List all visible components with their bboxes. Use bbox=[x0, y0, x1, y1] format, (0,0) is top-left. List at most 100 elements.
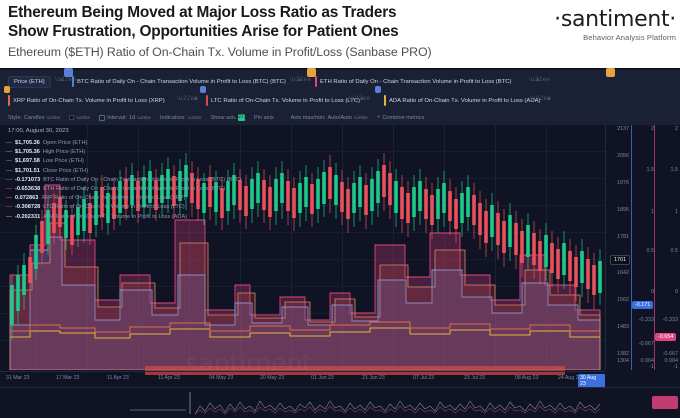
gridline-v bbox=[240, 125, 241, 370]
color-square-icon bbox=[69, 115, 75, 120]
price-plot-area[interactable]: santiment 17:00, August 30, 2023 — $1,70… bbox=[0, 125, 605, 370]
header-text-block: Ethereum Being Moved at Major Loss Ratio… bbox=[8, 4, 468, 60]
axis-tick: 1.5 bbox=[646, 167, 655, 173]
cursor-pointer-badge-6 bbox=[375, 86, 381, 93]
chip-drag-handle-6[interactable]: \u22ee bbox=[530, 96, 552, 102]
metric-chip-row-2: XRP Ratio of On-Chain Tx. Volume in Prof… bbox=[2, 86, 678, 110]
metric-chip-eth-ratio[interactable]: ETH Ratio of Daily On - Chain Transactio… bbox=[315, 72, 512, 91]
axis-divider-3 bbox=[654, 125, 655, 370]
calendar-icon bbox=[99, 114, 106, 121]
candlestick-group bbox=[10, 153, 602, 340]
metric-chip-ada-ratio[interactable]: ADA Ratio of On-Chain Tx. Volume in Prof… bbox=[384, 91, 540, 110]
eth-ratio-axis[interactable]: 2 1.5 1 0.5 0 -0.333 -0.654 -0.667 0.004… bbox=[655, 125, 680, 370]
page-title-line2: Show Frustration, Opportunities Arise fo… bbox=[8, 22, 399, 40]
axis-tick: 2 bbox=[675, 126, 678, 132]
current-price-badge: 1701 bbox=[610, 255, 630, 265]
price-axis[interactable]: 2137 2056 1976 1895 1781 1701 1642 1562 … bbox=[605, 125, 631, 370]
axis-tick: -0.667 bbox=[638, 341, 654, 347]
gridline-v bbox=[342, 125, 343, 370]
gridline-h bbox=[0, 313, 605, 314]
brand-block: ·santiment· Behavior Analysis Platform bbox=[466, 8, 676, 43]
metric-chip-ltc-ratio[interactable]: LTC Ratio of On-Chain Tx. Volume in Prof… bbox=[206, 91, 360, 110]
volume-pane[interactable] bbox=[0, 387, 680, 418]
color-swatch-picker[interactable]: \u25be bbox=[69, 115, 90, 120]
gridline-h bbox=[0, 205, 605, 206]
metric-chip-label: ADA Ratio of On-Chain Tx. Volume in Prof… bbox=[389, 97, 541, 104]
axis-tick: 04 May 23 bbox=[209, 375, 234, 381]
chart-toolbar: Style: Candles \u25be \u25be Interval: 1… bbox=[0, 110, 680, 125]
axis-tick: 0.004 bbox=[640, 358, 655, 364]
style-label: Style: bbox=[8, 114, 22, 121]
metric-chip-close-3[interactable]: × bbox=[536, 78, 540, 84]
metric-chips-bar: Price (ETH) \u22ee × BTC Ratio of Daily … bbox=[0, 68, 680, 112]
axis-tick: 0 bbox=[675, 289, 678, 295]
style-value: Candles bbox=[24, 114, 45, 121]
axis-tick: 21 Jun 23 bbox=[362, 375, 385, 381]
btc-ratio-axis[interactable]: 2 1.5 1 0.5 0 -0.171 -0.333 -0.667 0.004… bbox=[632, 125, 656, 370]
page-subtitle: Ethereum ($ETH) Ratio of On-Chain Tx. Vo… bbox=[8, 45, 432, 59]
chip-drag-handle-2[interactable]: \u22ee bbox=[290, 77, 312, 83]
chip-drag-handle-1[interactable]: \u22ee bbox=[55, 77, 77, 83]
selected-date-badge: 30 Aug 23 bbox=[578, 374, 605, 388]
axis-tick: 0.5 bbox=[670, 248, 679, 254]
metric-chip-close-5[interactable]: × bbox=[360, 97, 364, 103]
metric-chip-btc-ratio[interactable]: BTC Ratio of Daily On - Chain Transactio… bbox=[72, 72, 286, 91]
axis-tick: 20 May 23 bbox=[260, 375, 285, 381]
series-ada-ratio-line bbox=[10, 327, 600, 339]
volume-value-badge bbox=[652, 396, 678, 409]
header-divider bbox=[0, 68, 680, 70]
pin-axis-toggle[interactable]: Pin axis bbox=[254, 115, 274, 121]
axis-minmax-selector[interactable]: Axis max/min: Auto/Auto \u25be bbox=[291, 115, 368, 121]
selected-range-bar[interactable] bbox=[145, 366, 565, 375]
metric-chip-close-2[interactable]: × bbox=[298, 78, 302, 84]
gridline-v bbox=[189, 125, 190, 370]
metric-chip-price-eth[interactable]: Price (ETH) bbox=[8, 72, 51, 91]
metric-chip-label: ETH Ratio of Daily On - Chain Transactio… bbox=[320, 78, 512, 85]
chip-drag-handle-3[interactable]: \u22ee bbox=[529, 77, 551, 83]
metric-chip-close-1[interactable]: × bbox=[60, 78, 64, 84]
cursor-pointer-badge-5 bbox=[200, 86, 206, 93]
metric-color-swatch-xrp bbox=[8, 95, 10, 106]
indicators-selector[interactable]: Indicators: \u25be bbox=[160, 115, 202, 121]
metric-color-swatch-btc bbox=[72, 76, 74, 87]
metric-chip-close-4[interactable]: × bbox=[194, 97, 198, 103]
style-selector[interactable]: Style: Candles \u25be bbox=[8, 115, 60, 121]
metric-chip-close-6[interactable]: × bbox=[547, 97, 551, 103]
btc-current-value-badge: -0.171 bbox=[632, 301, 654, 309]
show-axes-toggle[interactable]: Show axis \u2713 bbox=[211, 114, 250, 121]
chevron-down-icon: \u25be bbox=[187, 115, 202, 120]
metric-chip-label: LTC Ratio of On-Chain Tx. Volume in Prof… bbox=[211, 97, 360, 104]
gridline-v bbox=[393, 125, 394, 370]
series-ltc-ratio-area bbox=[9, 222, 601, 370]
chip-drag-handle-4[interactable]: \u22ee bbox=[177, 96, 199, 102]
checkbox-checked-icon[interactable]: \u2713 bbox=[233, 114, 250, 121]
axis-tick: 1976 bbox=[617, 180, 629, 186]
metric-color-swatch-ltc bbox=[206, 95, 208, 106]
metric-chip-xrp-ratio[interactable]: XRP Ratio of On-Chain Tx. Volume in Prof… bbox=[8, 91, 165, 110]
axis-tick: 2056 bbox=[617, 153, 629, 159]
metric-color-swatch-eth bbox=[315, 76, 317, 87]
chip-drag-handle-5[interactable]: \u22ee bbox=[349, 96, 371, 102]
gridline-v bbox=[87, 125, 88, 370]
axis-minmax-value: Auto/Auto bbox=[327, 114, 353, 121]
gridline-h bbox=[0, 340, 605, 341]
axis-tick: 1562 bbox=[617, 297, 629, 303]
axis-tick: 17 Mar 23 bbox=[56, 375, 80, 381]
metric-color-swatch-ada bbox=[384, 95, 386, 106]
axis-tick: 01 Jun 23 bbox=[311, 375, 334, 381]
gridline-h bbox=[0, 286, 605, 287]
indicators-label: Indicators: bbox=[159, 114, 186, 121]
axis-tick: 1 bbox=[675, 209, 678, 215]
axis-tick: 0 bbox=[651, 289, 654, 295]
chart-canvas[interactable]: santiment 17:00, August 30, 2023 — $1,70… bbox=[0, 125, 680, 418]
chevron-down-icon: \u25be bbox=[46, 115, 61, 120]
date-axis[interactable]: 31 Mar 23 17 Mar 23 11 Apr 23 11 Apr 23 … bbox=[0, 371, 605, 388]
header-banner: Ethereum Being Moved at Major Loss Ratio… bbox=[0, 0, 680, 70]
combine-metrics-button[interactable]: + Combine metrics bbox=[377, 115, 424, 121]
cursor-pointer-badge-1 bbox=[64, 68, 73, 77]
axis-tick: 2137 bbox=[617, 126, 629, 132]
interval-selector[interactable]: Interval: 1d \u25be bbox=[99, 114, 151, 121]
metric-chip-label: Price (ETH) bbox=[8, 75, 51, 88]
gridline-h bbox=[0, 259, 605, 260]
page-title-line1: Ethereum Being Moved at Major Loss Ratio… bbox=[8, 4, 397, 21]
